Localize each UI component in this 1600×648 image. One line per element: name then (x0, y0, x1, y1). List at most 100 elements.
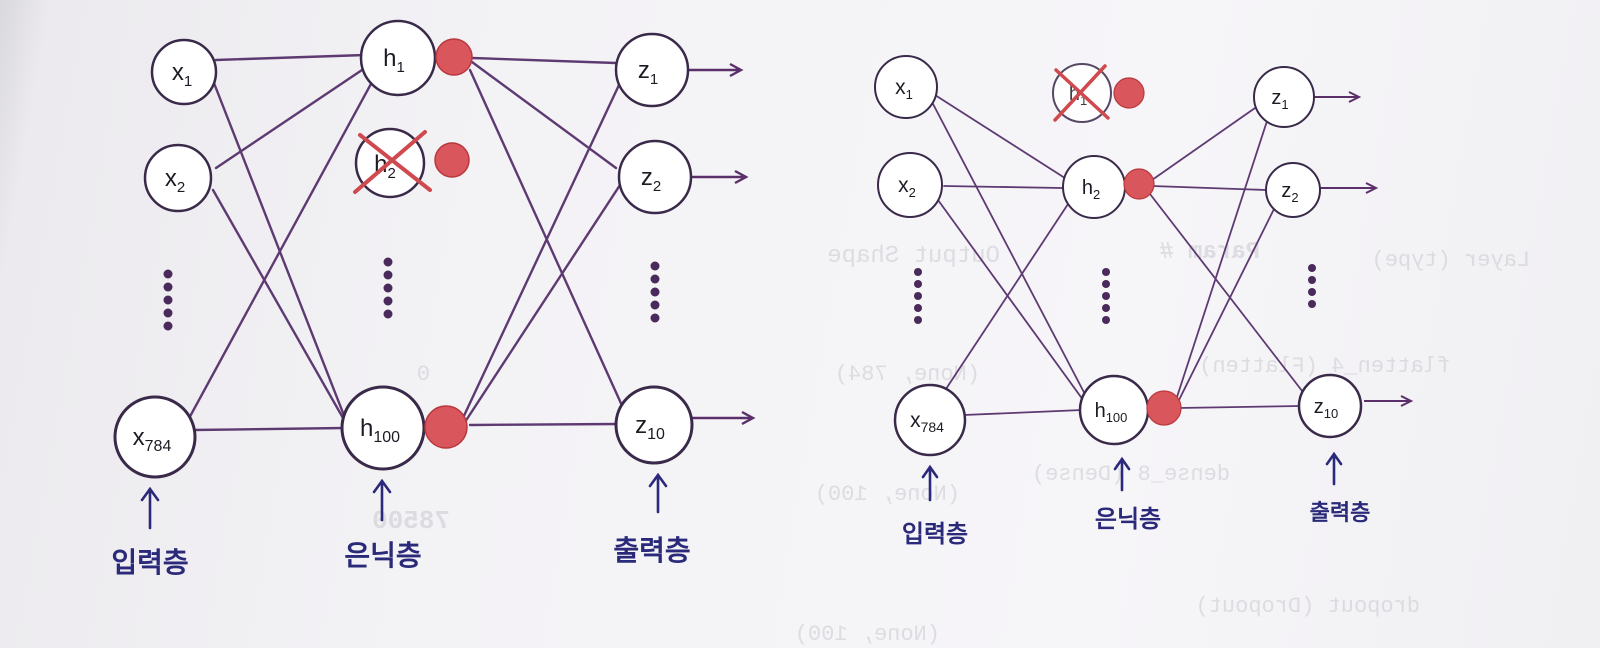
ellipsis-dots (650, 261, 660, 323)
svg-text:z1: z1 (638, 57, 658, 88)
svg-text:z10: z10 (1314, 396, 1338, 421)
node-h1-dropped: h1 (1052, 63, 1145, 123)
ghost-flatten-shape: (None, 784) (835, 362, 980, 387)
ghost-param: Param # (1159, 239, 1260, 266)
svg-text:z2: z2 (641, 164, 661, 195)
ghost-output-shape: Output Shape (827, 243, 1000, 270)
edge (470, 60, 618, 170)
output-arrow (1314, 91, 1362, 103)
node-h100: h100 (1078, 374, 1182, 446)
label-hidden-layer: 은닉층 (1095, 505, 1161, 533)
node-h1: h1 (359, 19, 473, 97)
edge (937, 199, 1087, 405)
left-network: x1 x2 x784 h1 h2 (111, 19, 756, 579)
edge (185, 80, 374, 424)
edge (1175, 117, 1269, 401)
ghost-dense-param: 78500 (372, 506, 450, 536)
edge (210, 76, 347, 420)
edge (468, 422, 620, 427)
svg-text:x2: x2 (898, 174, 916, 200)
ghost-dropout-row: dropout (Dropout) (1196, 594, 1420, 619)
ghost-dense-shape: (None, 100) (815, 482, 960, 507)
edge (211, 188, 349, 427)
activation-dot (1123, 168, 1155, 200)
ellipsis-dots (383, 257, 393, 319)
svg-text:h1: h1 (383, 45, 405, 76)
ghost-dropout-shape: (None, 100) (795, 622, 940, 647)
edge (934, 94, 1069, 181)
svg-text:x784: x784 (910, 409, 944, 435)
node-x1: x1 (150, 38, 218, 106)
svg-text:h100: h100 (1095, 400, 1128, 425)
edge (214, 68, 364, 170)
edge (943, 185, 1063, 189)
node-z2: z2 (1265, 162, 1321, 218)
up-arrow-icon (1113, 456, 1131, 492)
svg-text:x2: x2 (165, 165, 185, 196)
svg-text:x784: x784 (133, 424, 172, 455)
ghost-flatten-param: 0 (417, 362, 430, 387)
node-x1: x1 (874, 55, 938, 119)
up-arrow-icon (140, 486, 160, 530)
edge (191, 426, 346, 432)
node-x784: x784 (113, 395, 197, 479)
node-z10: z10 (614, 385, 694, 465)
activation-dot (1113, 77, 1145, 109)
edge (460, 68, 628, 422)
node-h2-dropped: h2 (353, 127, 470, 199)
drop-cross-icon (1053, 64, 1110, 122)
label-output-layer: 출력층 (1310, 501, 1371, 526)
node-z1: z1 (1253, 66, 1315, 128)
edge (1151, 107, 1256, 181)
activation-dot (424, 405, 468, 449)
edge (1177, 204, 1277, 403)
svg-text:h2: h2 (1082, 177, 1100, 202)
node-x2: x2 (877, 152, 943, 218)
node-z2: z2 (617, 139, 693, 215)
up-arrow-icon (921, 464, 939, 502)
edge (1151, 185, 1267, 191)
svg-text:x1: x1 (172, 59, 192, 90)
activation-dot (1146, 390, 1182, 426)
ghost-layer-type: Layer (type) (1372, 248, 1530, 273)
output-arrow (1320, 182, 1379, 194)
ellipsis-dots (1102, 268, 1110, 324)
node-h2: h2 (1062, 155, 1155, 219)
node-z1: z1 (614, 32, 690, 108)
edge (470, 56, 618, 65)
left-edges (185, 53, 628, 432)
svg-text:z2: z2 (1281, 180, 1298, 205)
edge (963, 409, 1083, 416)
drop-cross-icon (353, 130, 432, 194)
svg-text:h100: h100 (360, 415, 400, 446)
node-x2: x2 (143, 143, 213, 213)
label-input-layer: 입력층 (902, 520, 968, 548)
node-h100: h100 (340, 385, 468, 471)
ellipsis-dots (914, 268, 922, 324)
label-input-layer: 입력층 (111, 546, 188, 579)
ghost-dense-row: dense_8 (Dense) (1032, 462, 1230, 487)
edge (1177, 405, 1301, 409)
right-edges (931, 94, 1307, 416)
up-arrow-icon (648, 472, 668, 514)
edge (939, 197, 1073, 399)
edge (1149, 193, 1307, 397)
background-ghost-text: Layer (type) Output Shape Param # flatte… (372, 239, 1530, 647)
label-hidden-layer: 은닉층 (344, 539, 421, 572)
output-arrow (692, 410, 756, 426)
svg-text:h1: h1 (1069, 83, 1087, 108)
node-x784: x784 (893, 383, 967, 457)
svg-text:x1: x1 (895, 76, 913, 102)
edge (214, 53, 367, 62)
up-arrow-icon (1325, 451, 1343, 486)
output-arrow (690, 169, 749, 185)
svg-text:z10: z10 (635, 412, 665, 443)
edge (931, 101, 1089, 401)
right-network: x1 x2 x784 h1 h2 (874, 55, 1414, 548)
node-z10: z10 (1297, 373, 1363, 439)
activation-dot (434, 142, 470, 178)
left-output-arrows (688, 62, 756, 426)
output-arrow (688, 62, 744, 78)
svg-text:z1: z1 (1271, 87, 1288, 112)
activation-dot (435, 38, 473, 76)
